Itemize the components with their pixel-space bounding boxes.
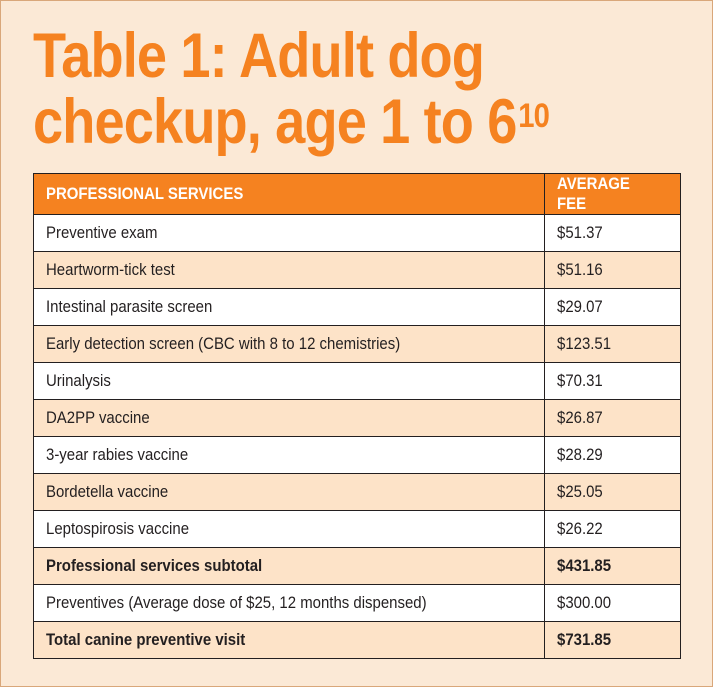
fee-cell: $51.16 xyxy=(544,251,681,289)
service-cell: Preventives (Average dose of $25, 12 mon… xyxy=(33,584,545,622)
service-cell: Intestinal parasite screen xyxy=(33,288,545,326)
total-row: Total canine preventive visit $731.85 xyxy=(33,621,681,659)
fee-cell: $28.29 xyxy=(544,436,681,474)
service-cell: Heartworm-tick test xyxy=(33,251,545,289)
table-row: DA2PP vaccine $26.87 xyxy=(33,399,681,437)
table-row: Early detection screen (CBC with 8 to 12… xyxy=(33,325,681,363)
table-row: Urinalysis $70.31 xyxy=(33,362,681,400)
table-row: Intestinal parasite screen $29.07 xyxy=(33,288,681,326)
page-title: Table 1: Adult dog checkup, age 1 to 610 xyxy=(33,23,601,155)
table-row: Leptospirosis vaccine $26.22 xyxy=(33,510,681,548)
title-line-2-text: checkup, age 1 to 6 xyxy=(33,87,517,157)
table-row: Heartworm-tick test $51.16 xyxy=(33,251,681,289)
fee-cell: $731.85 xyxy=(544,621,681,659)
service-cell: Bordetella vaccine xyxy=(33,473,545,511)
fee-cell: $431.85 xyxy=(544,547,681,585)
service-cell: Leptospirosis vaccine xyxy=(33,510,545,548)
table-row: Preventive exam $51.37 xyxy=(33,214,681,252)
subtotal-row: Professional services subtotal $431.85 xyxy=(33,547,681,585)
header-average-fee: AVERAGE FEE xyxy=(544,173,681,215)
fee-cell: $300.00 xyxy=(544,584,681,622)
fee-cell: $51.37 xyxy=(544,214,681,252)
fee-cell: $29.07 xyxy=(544,288,681,326)
service-cell: Total canine preventive visit xyxy=(33,621,545,659)
fee-cell: $25.05 xyxy=(544,473,681,511)
service-cell: Preventive exam xyxy=(33,214,545,252)
service-cell: 3-year rabies vaccine xyxy=(33,436,545,474)
service-cell: Early detection screen (CBC with 8 to 12… xyxy=(33,325,545,363)
table-row: Preventives (Average dose of $25, 12 mon… xyxy=(33,584,681,622)
fee-cell: $26.87 xyxy=(544,399,681,437)
title-footnote-ref: 10 xyxy=(518,97,550,135)
title-line-2: checkup, age 1 to 610 xyxy=(33,89,601,155)
fee-table: PROFESSIONAL SERVICES AVERAGE FEE Preven… xyxy=(33,173,681,659)
table-row: 3-year rabies vaccine $28.29 xyxy=(33,436,681,474)
fee-cell: $26.22 xyxy=(544,510,681,548)
table-header-row: PROFESSIONAL SERVICES AVERAGE FEE xyxy=(33,173,681,215)
service-cell: Professional services subtotal xyxy=(33,547,545,585)
title-line-1: Table 1: Adult dog xyxy=(33,21,485,91)
fee-cell: $123.51 xyxy=(544,325,681,363)
fee-cell: $70.31 xyxy=(544,362,681,400)
header-professional-services: PROFESSIONAL SERVICES xyxy=(33,173,545,215)
table-row: Bordetella vaccine $25.05 xyxy=(33,473,681,511)
service-cell: Urinalysis xyxy=(33,362,545,400)
service-cell: DA2PP vaccine xyxy=(33,399,545,437)
